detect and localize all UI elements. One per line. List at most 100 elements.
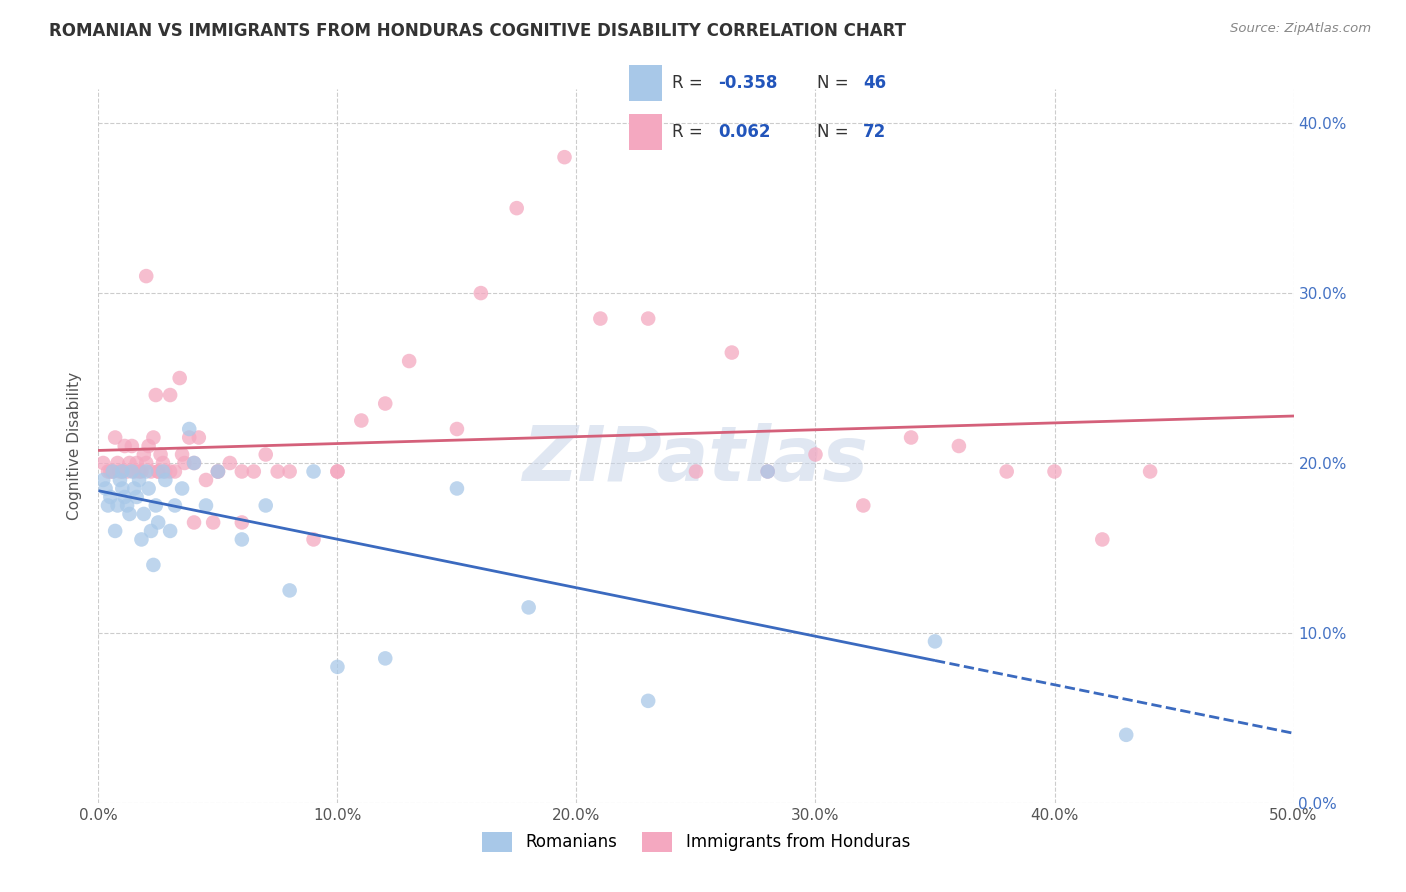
Text: ZIPatlas: ZIPatlas (523, 424, 869, 497)
Point (219, 456, 242, 470)
Point (589, 311, 612, 326)
Point (121, 465, 143, 479)
Point (231, 465, 253, 479)
Point (183, 456, 205, 470)
Point (97, 465, 120, 479)
Text: -0.358: -0.358 (718, 74, 778, 92)
Point (326, 465, 349, 479)
Point (172, 448, 194, 462)
Point (159, 524, 181, 538)
Point (148, 516, 170, 530)
Point (179, 422, 201, 436)
Text: R =: R = (672, 123, 707, 141)
Point (517, 600, 540, 615)
Point (278, 583, 301, 598)
Point (207, 465, 229, 479)
Point (115, 499, 138, 513)
Text: N =: N = (817, 123, 853, 141)
Text: 46: 46 (863, 74, 886, 92)
Point (1091, 533, 1114, 547)
Bar (628, 65, 662, 101)
Point (148, 465, 170, 479)
Text: N =: N = (817, 74, 853, 92)
Point (111, 465, 134, 479)
Point (183, 456, 205, 470)
Point (254, 448, 277, 462)
Point (94, 482, 117, 496)
Point (637, 311, 659, 326)
Point (231, 516, 253, 530)
Point (107, 499, 129, 513)
Point (152, 456, 174, 470)
Point (173, 456, 195, 470)
Point (756, 465, 779, 479)
Point (231, 533, 253, 547)
Point (132, 507, 155, 521)
Point (948, 439, 970, 453)
Text: ROMANIAN VS IMMIGRANTS FROM HONDURAS COGNITIVE DISABILITY CORRELATION CHART: ROMANIAN VS IMMIGRANTS FROM HONDURAS COG… (49, 22, 907, 40)
Point (115, 465, 138, 479)
Point (145, 388, 167, 402)
Text: 72: 72 (863, 123, 886, 141)
Point (118, 456, 141, 470)
Point (159, 388, 181, 402)
Point (155, 473, 177, 487)
Point (195, 473, 218, 487)
Point (398, 354, 420, 368)
Point (111, 482, 134, 496)
Point (756, 465, 779, 479)
Point (326, 660, 349, 674)
Point (128, 465, 150, 479)
Point (350, 413, 373, 427)
Point (138, 482, 160, 496)
Point (155, 465, 177, 479)
Point (685, 465, 707, 479)
Point (139, 465, 162, 479)
Point (446, 482, 468, 496)
Point (111, 465, 134, 479)
Point (132, 448, 155, 462)
Legend: Romanians, Immigrants from Honduras: Romanians, Immigrants from Honduras (475, 825, 917, 859)
Point (135, 465, 157, 479)
Point (97, 499, 120, 513)
Point (91, 456, 114, 470)
Point (995, 465, 1018, 479)
Point (195, 499, 218, 513)
Point (172, 482, 194, 496)
Point (852, 499, 875, 513)
Point (243, 465, 266, 479)
Point (506, 201, 529, 215)
Point (1043, 465, 1066, 479)
Point (152, 465, 174, 479)
Point (1115, 728, 1137, 742)
Point (108, 465, 131, 479)
Point (125, 456, 148, 470)
Point (108, 473, 131, 487)
Point (278, 465, 301, 479)
Point (142, 558, 165, 572)
Point (138, 439, 160, 453)
Point (121, 439, 143, 453)
Point (169, 371, 191, 385)
Point (135, 456, 157, 470)
Bar (628, 114, 662, 150)
Point (104, 430, 127, 444)
Point (554, 150, 576, 164)
Point (326, 465, 349, 479)
Point (924, 634, 946, 648)
Point (104, 524, 127, 538)
Point (149, 448, 172, 462)
Point (207, 465, 229, 479)
Point (148, 465, 170, 479)
Point (183, 516, 205, 530)
Point (374, 396, 396, 410)
Y-axis label: Cognitive Disability: Cognitive Disability (67, 372, 83, 520)
Point (163, 499, 186, 513)
Point (254, 499, 277, 513)
Point (900, 430, 922, 444)
Point (804, 448, 827, 462)
Text: 0.062: 0.062 (718, 123, 770, 141)
Point (302, 465, 325, 479)
Point (142, 430, 165, 444)
Point (124, 482, 146, 496)
